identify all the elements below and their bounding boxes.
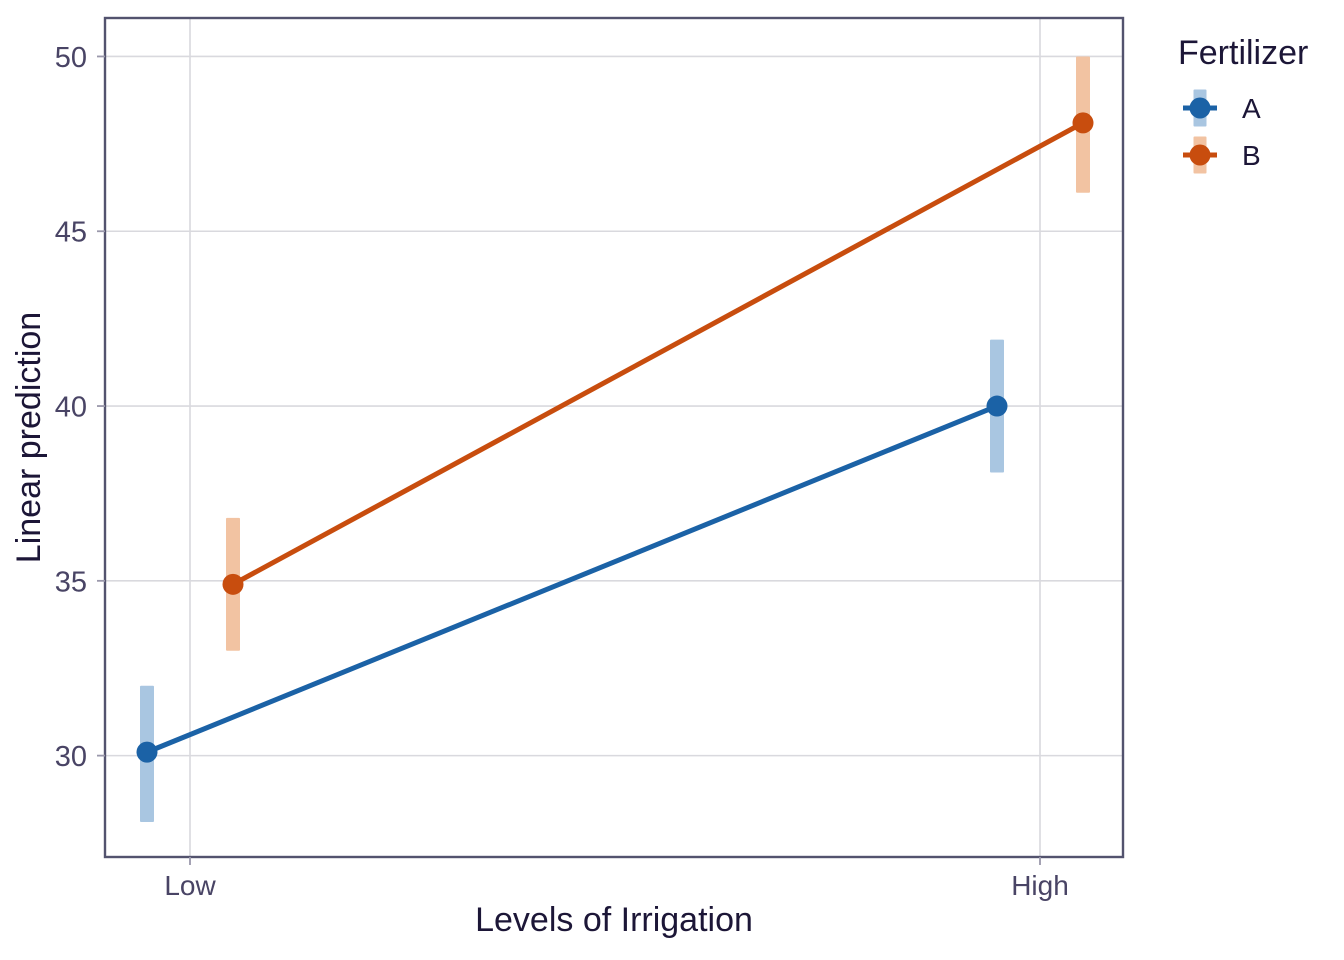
x-axis-title: Levels of Irrigation	[475, 901, 753, 939]
y-tick-label: 45	[55, 217, 87, 249]
tick-labels: 30 35 40 45 50 Low High	[55, 42, 1069, 901]
series-line-a	[146, 403, 998, 755]
y-tick-label: 50	[55, 42, 87, 74]
series-lines	[146, 120, 1085, 755]
point-a-low	[136, 741, 158, 763]
legend: Fertilizer AB	[1178, 34, 1308, 174]
x-tick-label: High	[1011, 870, 1069, 901]
point-b-high	[1072, 112, 1094, 134]
legend-entries: AB	[1183, 89, 1261, 174]
point-b-low	[222, 573, 244, 595]
y-tick-label: 30	[55, 741, 87, 773]
x-tick-label: Low	[164, 870, 216, 901]
legend-entry-b: B	[1183, 136, 1261, 174]
legend-key-point	[1189, 97, 1211, 119]
series-points	[136, 112, 1094, 763]
legend-entry-label: A	[1242, 93, 1261, 124]
legend-key-point	[1189, 144, 1211, 166]
gridlines	[105, 18, 1123, 857]
series-line-b	[231, 120, 1085, 587]
y-tick-label: 40	[55, 392, 87, 424]
legend-entry-a: A	[1183, 89, 1261, 127]
axis-ticks	[97, 55, 1041, 865]
panel-border	[103, 16, 1125, 859]
point-a-high	[986, 395, 1008, 417]
y-axis-title: Linear prediction	[10, 312, 48, 563]
y-tick-label: 35	[55, 566, 87, 598]
legend-entry-label: B	[1242, 140, 1261, 171]
legend-title: Fertilizer	[1178, 34, 1308, 72]
error-bars	[140, 56, 1090, 823]
